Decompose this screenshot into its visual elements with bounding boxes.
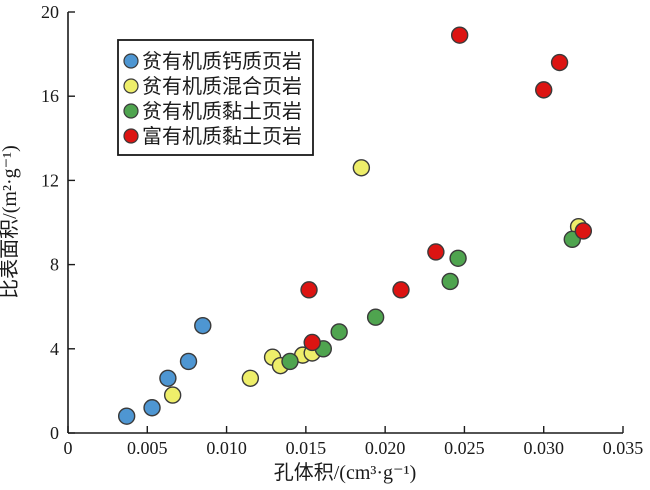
y-axis-ticks: 0 4 8 12 16 20 xyxy=(41,2,75,443)
y-tick-label: 8 xyxy=(50,255,59,275)
y-tick-label: 20 xyxy=(41,2,59,22)
data-point xyxy=(366,308,385,326)
data-point xyxy=(574,222,593,240)
x-tick-label: 0.025 xyxy=(444,438,485,458)
data-point xyxy=(194,316,212,335)
data-point xyxy=(300,281,318,299)
legend-swatch xyxy=(123,53,139,69)
legend-box xyxy=(117,39,314,156)
legend-label: 贫有机质混合页岩 xyxy=(142,75,302,98)
y-tick-label: 12 xyxy=(41,170,59,190)
y-tick-label: 4 xyxy=(50,339,59,359)
y-tick-label: 16 xyxy=(41,86,59,106)
data-point xyxy=(117,407,136,425)
data-point xyxy=(163,386,182,404)
x-tick-label: 0.035 xyxy=(603,438,644,458)
legend-label: 贫有机质黏土页岩 xyxy=(142,100,302,123)
x-tick-label: 0.010 xyxy=(206,438,247,458)
data-point xyxy=(143,399,161,417)
legend-swatch xyxy=(123,78,139,94)
y-tick-label: 0 xyxy=(50,423,59,443)
legend-label: 富有机质黏土页岩 xyxy=(142,125,302,148)
data-point xyxy=(159,369,177,387)
legend-swatch xyxy=(123,103,139,119)
legend-swatch xyxy=(123,128,139,144)
data-point xyxy=(392,281,410,299)
data-point xyxy=(241,369,260,387)
data-point xyxy=(535,81,553,99)
data-point xyxy=(179,352,198,371)
data-point xyxy=(449,249,467,267)
legend-label: 贫有机质钙质页岩 xyxy=(142,50,302,73)
data-point xyxy=(330,323,348,341)
x-axis-title: 孔体积/(cm³·g⁻¹) xyxy=(274,461,417,484)
data-point xyxy=(450,26,469,44)
data-point xyxy=(550,53,569,72)
data-points-layer xyxy=(117,26,593,425)
x-tick-label: 0.005 xyxy=(127,438,168,458)
x-tick-label: 0.015 xyxy=(286,438,327,458)
x-tick-label: 0 xyxy=(64,438,73,458)
x-tick-label: 0.030 xyxy=(523,438,564,458)
data-point xyxy=(303,333,321,352)
x-tick-label: 0.020 xyxy=(365,438,406,458)
data-point xyxy=(427,243,445,261)
data-point xyxy=(352,159,371,177)
x-axis-ticks: 0 0.005 0.010 0.015 0.020 0.025 0.030 0.035 xyxy=(64,426,644,458)
data-point xyxy=(441,272,459,291)
y-axis-title: 比表面积/(m²·g⁻¹) xyxy=(0,145,21,299)
data-point xyxy=(281,352,299,371)
